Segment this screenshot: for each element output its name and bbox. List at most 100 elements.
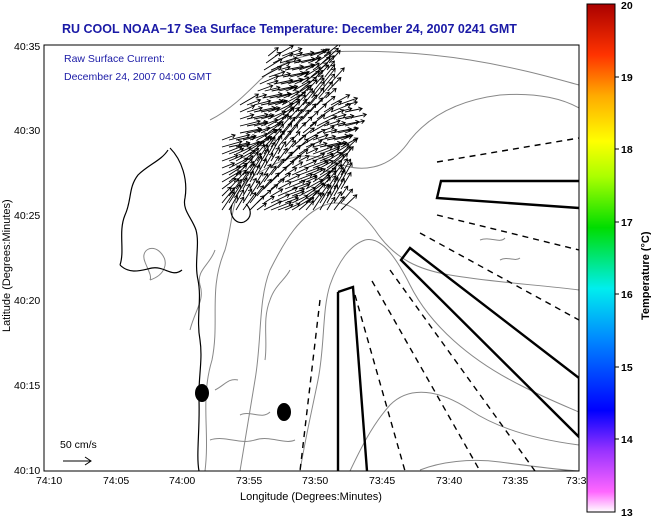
current-vector-arrow <box>270 188 284 197</box>
current-vector-arrow <box>305 128 326 141</box>
current-vector-arrow <box>263 200 283 211</box>
current-vector-arrow <box>221 191 235 211</box>
current-vector-arrow <box>316 115 338 127</box>
current-vector-arrow <box>329 67 345 85</box>
buoy-marker-west <box>195 384 209 402</box>
current-vector-arrow <box>246 127 263 134</box>
current-vector-arrow <box>284 144 301 162</box>
current-vector-arrow <box>340 194 358 211</box>
current-vector-arrow <box>256 158 267 176</box>
current-vector-arrow <box>302 116 313 127</box>
current-vector-arrow <box>235 177 248 197</box>
current-vector-arrow <box>333 196 345 211</box>
current-vector-arrow <box>326 147 341 155</box>
current-vector-arrow <box>270 134 283 155</box>
current-vector-arrow <box>298 143 316 155</box>
current-vector-arrow <box>310 48 328 57</box>
current-vector-arrow <box>263 152 274 169</box>
colorbar-tick-label: 18 <box>621 144 633 156</box>
current-vector-arrow <box>285 85 298 92</box>
current-vector-arrow <box>228 184 242 204</box>
current-vector-arrow <box>312 192 322 204</box>
current-vector-arrow <box>249 180 261 197</box>
current-vector-arrow <box>330 102 352 113</box>
current-vector-arrow <box>228 147 245 155</box>
current-vector-arrow <box>228 154 244 162</box>
current-vector-arrow <box>312 133 329 141</box>
current-vector-arrow <box>282 47 303 57</box>
current-vector-arrow <box>242 158 253 169</box>
current-vector-arrow <box>256 172 269 190</box>
current-vector-arrow <box>333 177 345 197</box>
current-vector-arrow <box>277 181 293 190</box>
current-vector-arrow <box>256 178 272 197</box>
current-vector-arrow <box>344 127 359 134</box>
x-tick-label: 73:55 <box>236 475 262 487</box>
x-tick-label: 73:45 <box>369 475 395 487</box>
current-vector-arrow <box>344 112 368 120</box>
current-vector-arrow <box>305 200 314 211</box>
current-vector-arrow <box>337 119 360 127</box>
current-vector-arrow <box>221 186 232 197</box>
current-vector-arrow <box>333 143 350 155</box>
current-label-line2: December 24, 2007 04:00 GMT <box>64 71 212 83</box>
current-vector-arrow <box>221 139 243 148</box>
x-axis: 74:10 74:05 74:00 73:55 73:50 73:45 73:4… <box>36 475 587 503</box>
current-vector-arrow <box>309 97 324 113</box>
current-vector-arrow <box>327 76 342 92</box>
current-vector-arrow <box>316 91 330 106</box>
current-vector-arrow <box>277 151 293 169</box>
scale-label: 50 cm/s <box>60 439 97 451</box>
y-tick-label: 40:10 <box>14 465 40 477</box>
current-vector-arrow <box>291 166 309 176</box>
current-vector-arrow <box>330 126 353 134</box>
current-vector-arrow <box>246 106 264 113</box>
current-vector-arrow <box>319 160 335 169</box>
current-vector-arrow <box>256 148 269 169</box>
current-label-line1: Raw Surface Current: <box>64 53 165 65</box>
y-tick-label: 40:35 <box>14 41 40 53</box>
current-vector-arrow <box>302 103 317 120</box>
current-vector-arrow <box>270 193 291 204</box>
current-vector-arrow <box>307 56 321 64</box>
current-vector-arrow <box>295 121 307 134</box>
current-vector-arrow <box>284 196 300 204</box>
current-vector-arrow <box>260 98 284 106</box>
current-vector-arrow <box>319 184 332 204</box>
current-vector-arrow <box>340 158 348 169</box>
map-area <box>44 45 579 471</box>
current-vector-arrow <box>281 116 296 134</box>
current-vector-arrow <box>323 108 345 120</box>
current-vector-arrow <box>318 81 334 99</box>
current-vector-arrow <box>312 56 331 71</box>
current-vector-arrow <box>298 155 310 162</box>
x-axis-label: Longitude (Degrees:Minutes) <box>240 491 382 503</box>
current-vector-arrow <box>288 100 301 113</box>
current-vector-arrow <box>277 140 287 155</box>
current-vector-arrow <box>260 122 282 134</box>
current-vector-arrow <box>312 192 325 211</box>
current-vector-arrow <box>298 196 315 211</box>
x-tick-label: 74:10 <box>36 475 62 487</box>
colorbar-label: Temperature (°C) <box>640 231 651 320</box>
current-vector-arrow <box>316 107 334 120</box>
current-vector-arrow <box>296 71 309 78</box>
x-tick-label: 73:50 <box>302 475 328 487</box>
current-vector-arrow <box>270 146 280 162</box>
current-vector-arrow <box>322 67 336 85</box>
current-vector-arrow <box>221 153 239 162</box>
colorbar-tick-label: 14 <box>621 434 633 446</box>
current-vector-arrow <box>312 168 327 176</box>
x-tick-label: 74:00 <box>169 475 195 487</box>
current-vector-arrow <box>340 138 358 155</box>
current-vector-arrow <box>228 171 242 183</box>
current-vector-arrow <box>239 93 260 106</box>
current-vector-arrow <box>298 166 321 176</box>
current-vector-arrow <box>263 58 283 71</box>
current-vector-arrow <box>235 189 245 204</box>
current-vector-arrow <box>263 165 277 183</box>
current-vector-arrow <box>270 158 285 176</box>
current-vector-arrow <box>228 133 251 141</box>
current-vector-arrow <box>242 147 260 162</box>
current-vector-arrow <box>277 147 288 162</box>
